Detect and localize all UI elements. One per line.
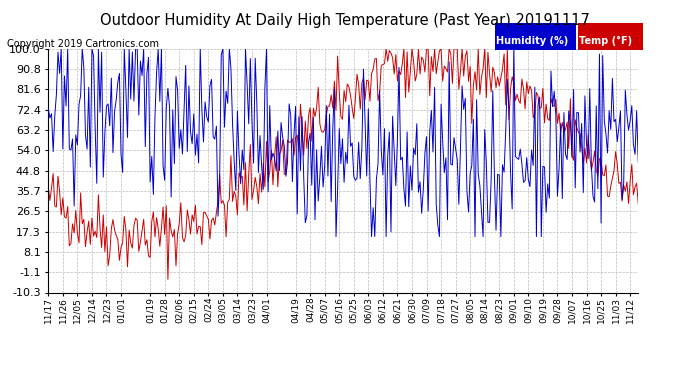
Text: Temp (°F): Temp (°F) [579, 36, 632, 46]
Text: Humidity (%): Humidity (%) [496, 36, 569, 46]
Text: Copyright 2019 Cartronics.com: Copyright 2019 Cartronics.com [7, 39, 159, 50]
Text: Outdoor Humidity At Daily High Temperature (Past Year) 20191117: Outdoor Humidity At Daily High Temperatu… [100, 13, 590, 28]
